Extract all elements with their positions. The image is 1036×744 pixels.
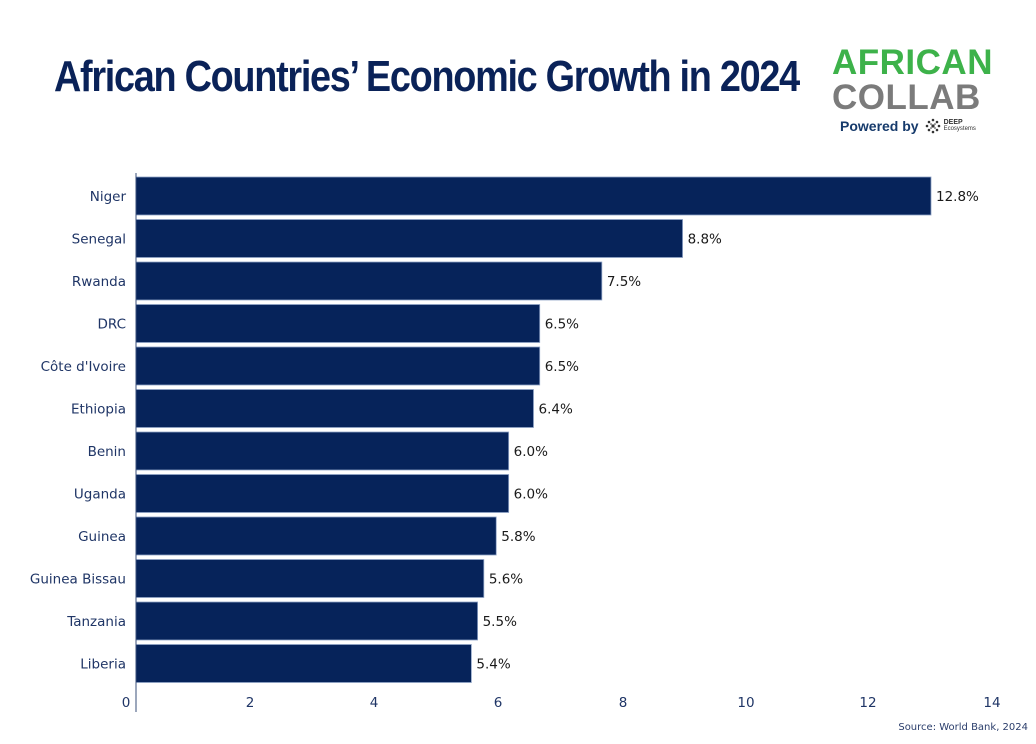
category-label: Rwanda: [72, 274, 126, 290]
bar-guinea: [135, 516, 497, 556]
powered-by-text: Powered by: [840, 118, 919, 134]
data-label: 6.0%: [514, 487, 548, 503]
data-label: 7.5%: [607, 274, 641, 290]
data-label: 5.4%: [476, 657, 510, 673]
x-tick-label: 0: [122, 695, 131, 711]
category-label: Niger: [90, 189, 127, 205]
deep-text: DEEP: [943, 119, 963, 126]
category-label: Côte d'Ivoire: [41, 359, 126, 375]
bar-drc: [135, 304, 541, 343]
bar-ethiopia: [135, 389, 534, 428]
data-label: 12.8%: [936, 189, 979, 205]
x-tick-label: 8: [619, 695, 628, 711]
category-label: Guinea: [78, 529, 126, 545]
data-label: 6.5%: [545, 317, 579, 333]
bar-tanzania: [135, 601, 479, 641]
data-label: 6.5%: [545, 359, 579, 375]
deep-ecosystems-dots-icon: [925, 118, 940, 134]
ecosystems-text: Ecosystems: [943, 126, 976, 132]
x-tick-label: 10: [737, 695, 754, 711]
data-label: 5.6%: [489, 572, 523, 588]
bar-niger: [135, 176, 932, 216]
logo-powered-by: Powered by DEEP Ecosystems: [840, 118, 1012, 134]
x-tick-label: 6: [494, 695, 503, 711]
data-label: 6.4%: [539, 402, 573, 418]
category-label: Uganda: [74, 487, 126, 503]
data-label: 6.0%: [514, 444, 548, 460]
x-tick-label: 2: [246, 695, 255, 711]
logo-african-text: AFRICAN: [832, 43, 993, 82]
african-collab-logo: AFRICAN COLLAB Powered by DEEP Ecosystem…: [832, 43, 1012, 134]
source-note: Source: World Bank, 2024: [898, 722, 1028, 733]
bar-benin: [135, 431, 510, 471]
data-label: 8.8%: [688, 232, 722, 248]
deep-ecosystems-text: DEEP Ecosystems: [943, 119, 976, 132]
category-label: Tanzania: [66, 614, 126, 630]
bar-uganda: [135, 474, 510, 513]
logo-collab-text: COLLAB: [832, 78, 981, 117]
x-tick-label: 14: [983, 695, 1000, 711]
chart-title: African Countries’ Economic Growth in 20…: [54, 52, 800, 101]
category-label: Ethiopia: [71, 402, 126, 418]
x-tick-label: 4: [370, 695, 379, 711]
category-label: Senegal: [72, 232, 126, 248]
category-label: Liberia: [80, 657, 126, 673]
bar-senegal: [135, 219, 683, 258]
data-label: 5.8%: [501, 529, 535, 545]
bar-rwanda: [135, 261, 603, 301]
category-label: DRC: [97, 317, 126, 333]
bar-liberia: [135, 644, 472, 683]
data-label: 5.5%: [483, 614, 517, 630]
bar-c-te-d-ivoire: [135, 346, 541, 386]
category-label: Guinea Bissau: [30, 572, 126, 588]
bar-guinea-bissau: [135, 559, 485, 598]
category-label: Benin: [88, 444, 126, 460]
x-tick-label: 12: [859, 695, 876, 711]
